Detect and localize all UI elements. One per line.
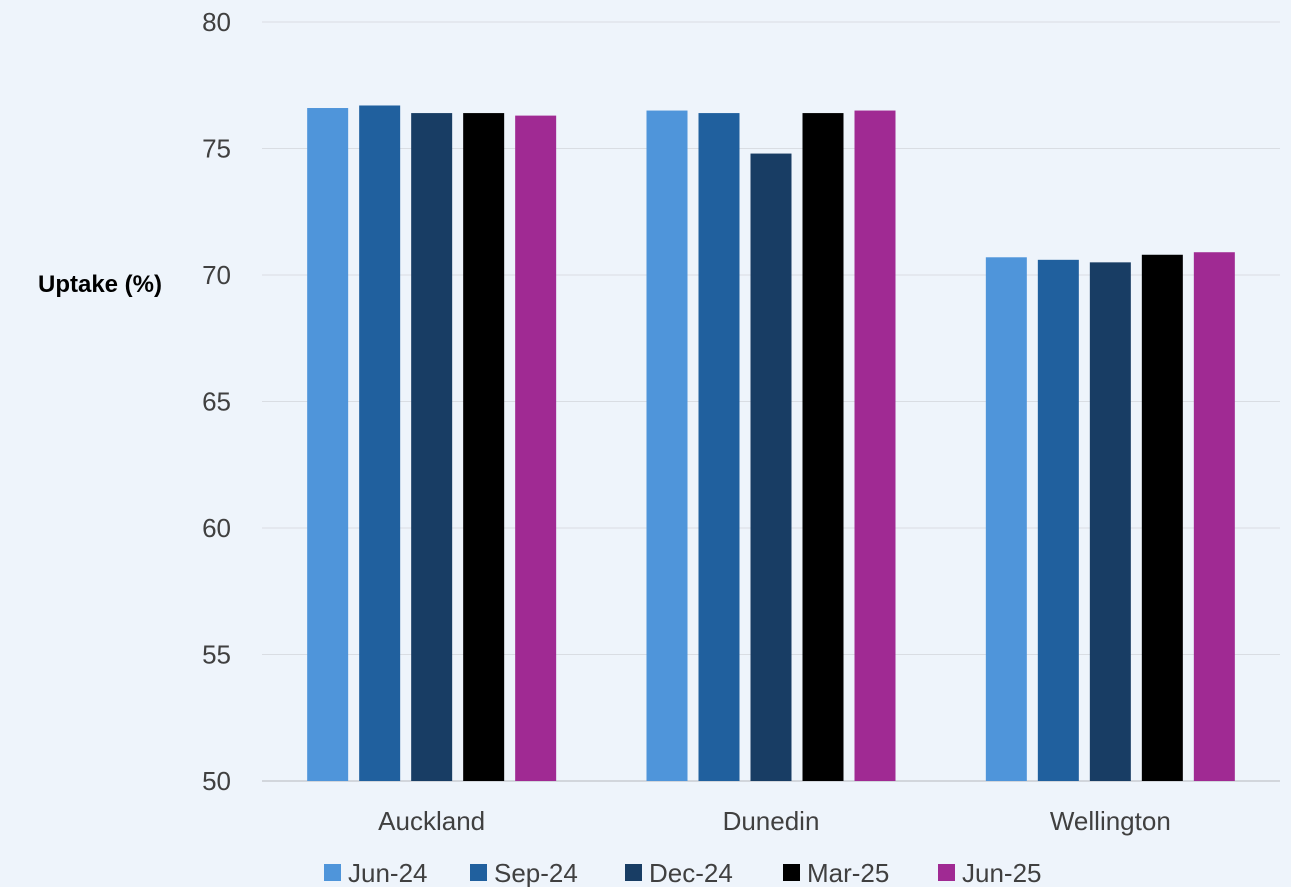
bar-dunedin-dec-24 [750,153,792,781]
legend-label: Jun-24 [348,858,428,887]
bar-auckland-dec-24 [411,113,453,781]
bar-dunedin-mar-25 [802,113,844,781]
y-tick-label: 60 [202,513,231,543]
y-axis-label: Uptake (%) [38,271,162,298]
x-axis-categories: Auckland Dunedin Wellington [378,806,1171,836]
bar-auckland-sep-24 [359,105,401,782]
legend-label: Sep-24 [494,858,578,887]
bars [307,105,1235,782]
legend-swatch [783,864,800,881]
legend-label: Jun-25 [962,858,1042,887]
bar-dunedin-sep-24 [698,113,740,781]
bar-dunedin-jun-24 [646,110,688,782]
category-label: Auckland [378,806,485,836]
legend: Jun-24 Sep-24 Dec-24 Mar-25 Jun-25 [324,858,1042,887]
y-tick-label: 65 [202,387,231,417]
legend-swatch [470,864,487,881]
y-tick-label: 55 [202,640,231,670]
bar-wellington-jun-24 [985,257,1027,781]
category-label: Dunedin [723,806,820,836]
y-tick-label: 75 [202,134,231,164]
y-axis-ticks: 50 55 60 65 70 75 80 [202,7,231,796]
legend-swatch [625,864,642,881]
legend-label: Dec-24 [649,858,733,887]
bar-auckland-jun-24 [307,108,349,781]
bar-auckland-mar-25 [463,113,505,781]
category-label: Wellington [1050,806,1171,836]
y-tick-label: 70 [202,260,231,290]
bar-wellington-mar-25 [1141,254,1183,781]
y-tick-label: 50 [202,766,231,796]
bar-wellington-jun-25 [1193,252,1235,782]
legend-swatch [324,864,341,881]
bar-dunedin-jun-25 [854,110,896,782]
legend-label: Mar-25 [807,858,889,887]
bar-auckland-jun-25 [515,115,557,782]
bar-wellington-dec-24 [1089,262,1131,782]
y-tick-label: 80 [202,7,231,37]
legend-swatch [938,864,955,881]
bar-wellington-sep-24 [1037,259,1079,781]
